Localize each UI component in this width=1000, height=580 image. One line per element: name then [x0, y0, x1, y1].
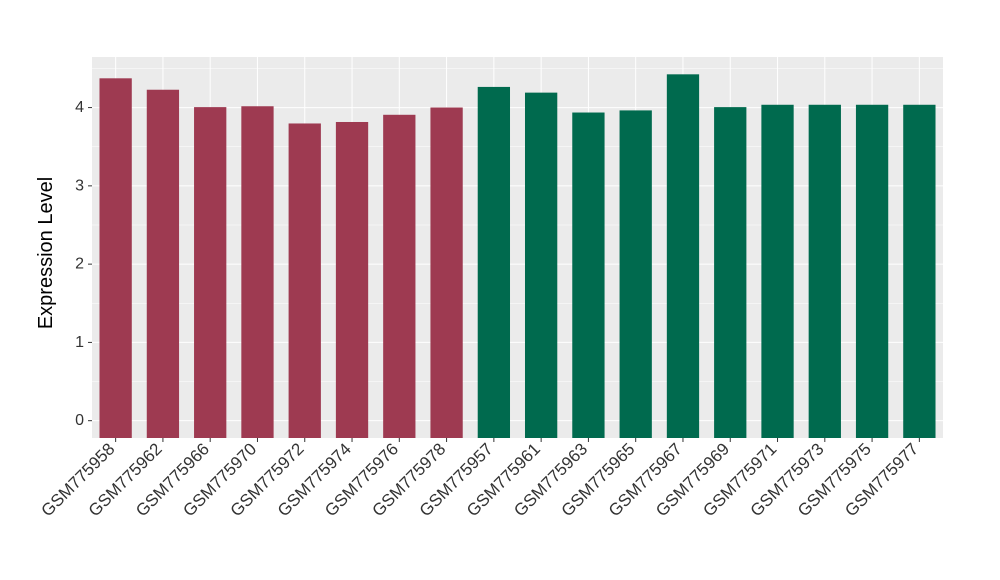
svg-text:4: 4 — [75, 99, 84, 116]
svg-text:0: 0 — [75, 412, 84, 429]
svg-text:3: 3 — [75, 177, 84, 194]
svg-text:2: 2 — [75, 256, 84, 273]
svg-text:1: 1 — [75, 334, 84, 351]
svg-text:Expression Level: Expression Level — [35, 177, 57, 329]
